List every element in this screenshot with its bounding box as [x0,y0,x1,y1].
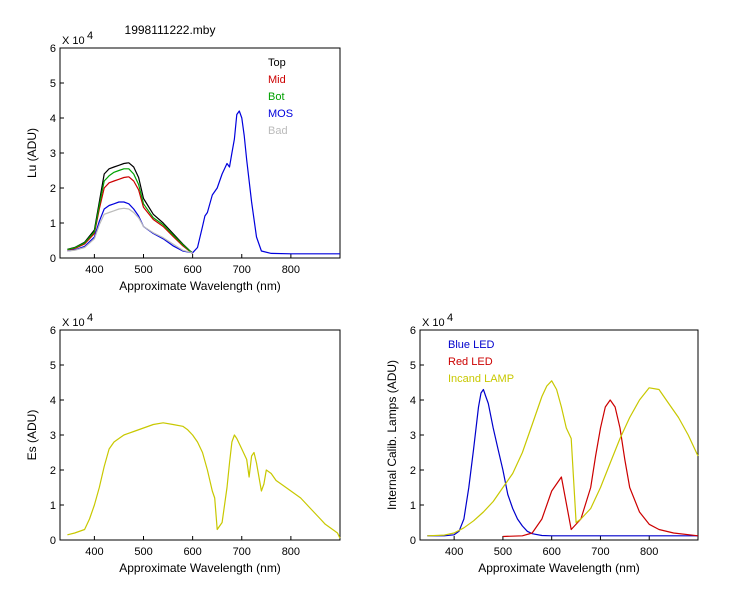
x-axis-label: Approximate Wavelength (nm) [119,561,281,575]
y-tick-label: 3 [50,148,56,160]
y-tick-label: 0 [50,535,56,547]
y-tick-label: 1 [50,218,56,230]
y-axis-label: Es (ADU) [25,410,39,461]
x-axis-label: Approximate Wavelength (nm) [478,561,640,575]
y-axis-label: Internal Calib. Lamps (ADU) [385,360,399,510]
x-tick-label: 700 [233,546,251,558]
legend-entry: Incand LAMP [448,373,514,385]
series-line-bot [67,168,193,254]
exponent-power: 4 [87,30,93,42]
legend-entry: Mid [268,74,286,86]
x-tick-label: 500 [494,546,512,558]
x-tick-label: 400 [445,546,463,558]
x-axis-label: Approximate Wavelength (nm) [119,279,281,293]
legend-entry: Top [268,57,286,69]
exponent-power: 4 [447,312,453,324]
x-tick-label: 700 [591,546,609,558]
legend-entry: Red LED [448,356,493,368]
y-tick-label: 6 [50,325,56,337]
x-tick-label: 500 [134,546,152,558]
exponent-label: X 10 [422,317,445,329]
x-tick-label: 800 [282,546,300,558]
y-tick-label: 2 [50,465,56,477]
y-tick-label: 6 [50,43,56,55]
series-line-bad [67,207,193,254]
y-tick-label: 1 [410,500,416,512]
exponent-label: X 10 [62,317,85,329]
x-tick-label: 600 [183,546,201,558]
series-line-top [67,162,193,254]
plot-frame-1 [59,329,341,541]
y-tick-label: 5 [50,360,56,372]
series-line-mos [67,110,340,255]
y-tick-label: 3 [410,430,416,442]
x-tick-label: 400 [85,546,103,558]
y-tick-label: 2 [410,465,416,477]
chart-title: 1998111222.mby [125,23,216,37]
x-tick-label: 800 [282,264,300,276]
y-tick-label: 4 [410,395,416,407]
x-tick-label: 700 [233,264,251,276]
y-tick-label: 2 [50,183,56,195]
x-tick-label: 800 [640,546,658,558]
plot-frame-0 [59,47,341,259]
x-tick-label: 600 [543,546,561,558]
y-tick-label: 3 [50,430,56,442]
legend-entry: MOS [268,108,293,120]
series-line-blue-led [427,388,698,537]
y-tick-label: 0 [50,253,56,265]
y-axis-label: Lu (ADU) [25,128,39,178]
x-tick-label: 400 [85,264,103,276]
legend-entry: Blue LED [448,339,495,351]
y-tick-label: 0 [410,535,416,547]
y-tick-label: 5 [410,360,416,372]
legend-entry: Bad [268,125,288,137]
y-tick-label: 4 [50,395,56,407]
exponent-label: X 10 [62,35,85,47]
y-tick-label: 1 [50,500,56,512]
y-tick-label: 6 [410,325,416,337]
x-tick-label: 600 [183,264,201,276]
legend-entry: Bot [268,91,285,103]
y-tick-label: 5 [50,78,56,90]
y-tick-label: 4 [50,113,56,125]
series-line-red-led [502,399,699,538]
x-tick-label: 500 [134,264,152,276]
exponent-power: 4 [87,312,93,324]
series-line-incand-lamp [427,380,699,537]
series-line-es [67,422,341,539]
